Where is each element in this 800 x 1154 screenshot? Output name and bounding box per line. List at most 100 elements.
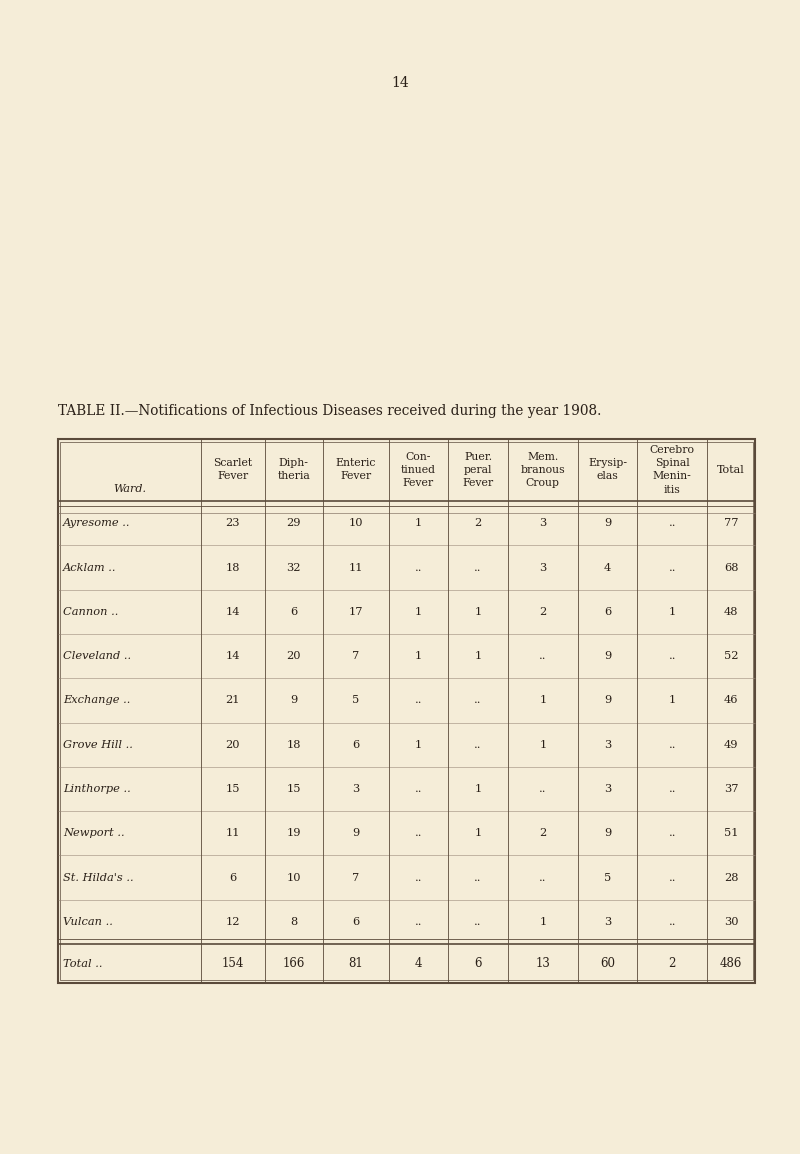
Text: 51: 51 [724,829,738,838]
Text: ..: .. [539,651,546,661]
Text: 1: 1 [474,784,482,794]
Text: 6: 6 [352,740,359,750]
Text: ..: .. [414,696,422,705]
Text: 14: 14 [226,651,240,661]
Text: 1: 1 [669,696,676,705]
Text: Cannon ..: Cannon .. [63,607,118,617]
Text: 30: 30 [724,916,738,927]
Text: 1: 1 [474,651,482,661]
Text: ..: .. [669,784,676,794]
Text: Con-
tinued
Fever: Con- tinued Fever [401,451,436,488]
Text: 48: 48 [724,607,738,617]
Text: ..: .. [669,829,676,838]
Text: 6: 6 [290,607,298,617]
Text: 15: 15 [286,784,301,794]
Text: ..: .. [669,563,676,572]
Text: Vulcan ..: Vulcan .. [63,916,113,927]
Text: 4: 4 [414,957,422,971]
Text: 10: 10 [348,518,363,529]
Text: 1: 1 [539,696,546,705]
Text: Erysip-
elas: Erysip- elas [588,458,627,481]
Text: ..: .. [669,518,676,529]
Text: 3: 3 [604,916,611,927]
Bar [58,439,755,983]
Text: 4: 4 [604,563,611,572]
Text: ..: .. [414,916,422,927]
Text: Cleveland ..: Cleveland .. [63,651,131,661]
Text: 6: 6 [474,957,482,971]
Text: 8: 8 [290,916,298,927]
Text: 3: 3 [604,740,611,750]
Text: 7: 7 [352,872,359,883]
Text: 12: 12 [226,916,240,927]
Text: 486: 486 [720,957,742,971]
Text: 3: 3 [539,518,546,529]
Text: 1: 1 [414,607,422,617]
Text: ..: .. [669,872,676,883]
Text: ..: .. [474,916,482,927]
Text: 46: 46 [724,696,738,705]
Text: ..: .. [474,696,482,705]
Text: 60: 60 [600,957,615,971]
Text: 5: 5 [604,872,611,883]
Text: 154: 154 [222,957,244,971]
Text: 1: 1 [474,829,482,838]
Text: 11: 11 [226,829,240,838]
Text: Exchange ..: Exchange .. [63,696,130,705]
Text: 3: 3 [352,784,359,794]
Text: 1: 1 [414,518,422,529]
Text: 11: 11 [348,563,363,572]
Text: 10: 10 [286,872,301,883]
Text: ..: .. [474,740,482,750]
Text: 9: 9 [604,696,611,705]
Text: ..: .. [474,563,482,572]
Text: 28: 28 [724,872,738,883]
Text: Total: Total [718,465,745,474]
Text: 18: 18 [226,563,240,572]
Text: 166: 166 [282,957,305,971]
Text: 2: 2 [669,957,676,971]
Text: Scarlet
Fever: Scarlet Fever [214,458,252,481]
Text: Acklam ..: Acklam .. [63,563,117,572]
Text: 9: 9 [604,829,611,838]
Text: 20: 20 [226,740,240,750]
Text: 49: 49 [724,740,738,750]
Text: 6: 6 [229,872,237,883]
Text: 23: 23 [226,518,240,529]
Text: ..: .. [414,563,422,572]
Text: Mem.
branous
Croup: Mem. branous Croup [521,451,565,488]
Text: 7: 7 [352,651,359,661]
Text: Cerebro
Spinal
Menin-
itis: Cerebro Spinal Menin- itis [650,445,694,495]
Text: 19: 19 [286,829,301,838]
Text: ..: .. [669,651,676,661]
Text: Diph-
theria: Diph- theria [278,458,310,481]
Text: Ayresome ..: Ayresome .. [63,518,130,529]
Text: Grove Hill ..: Grove Hill .. [63,740,133,750]
Text: 81: 81 [348,957,363,971]
Text: ..: .. [669,740,676,750]
Text: Newport ..: Newport .. [63,829,125,838]
Text: Linthorpe ..: Linthorpe .. [63,784,131,794]
Text: 6: 6 [352,916,359,927]
Text: 9: 9 [604,518,611,529]
Text: 37: 37 [724,784,738,794]
Text: 2: 2 [474,518,482,529]
Text: 1: 1 [474,607,482,617]
Text: 13: 13 [535,957,550,971]
Bar [60,442,753,980]
Text: 14: 14 [226,607,240,617]
Text: 2: 2 [539,607,546,617]
Text: Enteric
Fever: Enteric Fever [335,458,376,481]
Text: 9: 9 [290,696,298,705]
Text: 1: 1 [539,916,546,927]
Text: TABLE II.—Notifications of Infectious Diseases received during the year 1908.: TABLE II.—Notifications of Infectious Di… [58,404,602,418]
Text: 21: 21 [226,696,240,705]
Text: ..: .. [539,784,546,794]
Text: 14: 14 [391,76,409,90]
Text: Total ..: Total .. [63,959,102,968]
Text: St. Hilda's ..: St. Hilda's .. [63,872,134,883]
Text: 29: 29 [286,518,301,529]
Text: ..: .. [414,829,422,838]
Text: 32: 32 [286,563,301,572]
Text: 17: 17 [348,607,363,617]
